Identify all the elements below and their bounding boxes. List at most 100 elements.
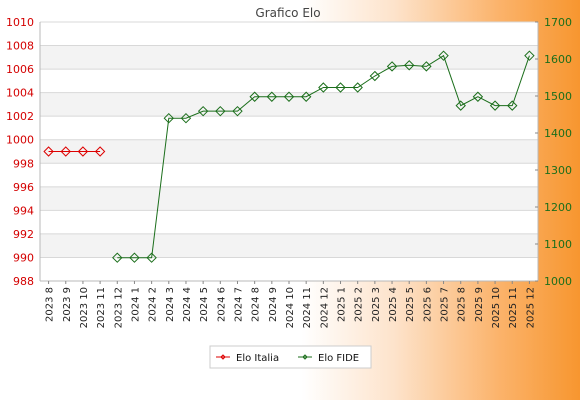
x-tick-label: 2024 3 [165,287,176,322]
data-point [455,100,466,111]
grid-band [40,116,538,140]
series-line [117,54,530,259]
right-tick-label: 1100 [544,238,572,251]
x-tick-label: 2024 12 [319,287,330,328]
x-tick-label: 2024 4 [182,287,193,322]
x-tick-label: 2023 9 [62,287,73,322]
data-point [403,60,415,71]
left-tick-label: 1004 [6,87,34,100]
x-tick-label: 2025 11 [508,287,519,328]
left-tick-label: 1002 [6,110,34,123]
left-tick-label: 1006 [6,63,34,76]
x-tick-label: 2024 10 [285,287,296,328]
left-axis-ticks: 988 990 992 994 996 998 1000 1002 1004 1006 1008 10… [6,16,34,288]
x-tick-label: 2023 11 [96,287,107,328]
left-tick-label: 1000 [6,134,34,147]
data-point [197,105,209,117]
left-tick-label: 994 [13,204,34,217]
x-tick-label: 2023 10 [79,287,90,328]
x-tick-label: 2025 9 [474,287,485,322]
grid-band [40,186,538,211]
data-point [43,146,54,157]
grid-band [40,163,538,187]
x-tick-label: 2024 7 [233,287,244,322]
grid-band [40,22,538,46]
data-point [60,146,71,157]
legend-label: Elo FIDE [318,353,359,364]
right-tick-label: 1000 [544,275,572,288]
data-point [283,91,295,102]
data-point [180,112,192,124]
x-tick-label: 2025 7 [440,287,451,322]
data-point [266,91,278,102]
data-point [386,61,398,72]
data-point [438,50,449,61]
left-tick-label: 992 [13,228,34,241]
x-tick-label: 2025 10 [491,287,502,328]
data-point [300,91,312,102]
data-point [335,82,346,93]
x-tick-label: 2025 12 [525,287,536,328]
x-tick-label: 2024 6 [216,287,227,322]
data-point [215,105,226,117]
data-point [524,50,535,61]
grid-band [40,257,538,281]
x-tick-label: 2025 4 [388,287,399,322]
x-tick-label: 2025 8 [457,287,468,322]
x-tick-label: 2025 5 [405,287,416,322]
grid-band [40,139,538,164]
right-axis-ticks: 1000 1100 1200 1300 1400 1500 1600 1700 [535,16,572,288]
x-tick-label: 2024 5 [199,287,210,322]
x-tick-label: 2025 6 [422,287,433,322]
legend-label: Elo Italia [236,353,279,364]
data-point [421,61,432,72]
grid-band [40,45,538,70]
x-tick-label: 2025 3 [371,287,382,322]
data-point [163,112,175,124]
grid-band [40,69,538,93]
data-point [507,100,518,111]
x-tick-label: 2024 1 [130,287,141,322]
right-tick-label: 1400 [544,127,572,140]
left-tick-label: 998 [13,157,34,170]
x-tick-label: 2024 2 [148,287,159,322]
x-tick-label: 2024 11 [302,287,313,328]
grid-band [40,210,538,234]
right-tick-label: 1300 [544,164,572,177]
legend-box [209,345,372,369]
data-point [249,91,260,102]
left-tick-label: 1010 [6,16,34,29]
series-elo-italia [43,146,106,157]
chart-title: Grafico Elo [255,6,320,20]
right-tick-label: 1600 [544,53,572,66]
data-point [77,146,89,157]
legend-swatch-marker [220,354,226,360]
x-tick-label: 2023 12 [113,287,124,328]
series-layer [43,50,535,263]
data-point [94,146,106,157]
grid-band [40,92,538,117]
right-tick-label: 1200 [544,201,572,214]
right-tick-label: 1500 [544,90,572,103]
x-tick-label: 2023 8 [45,287,56,322]
x-tick-label: 2025 1 [337,287,348,322]
data-point [472,91,484,102]
left-tick-label: 1008 [6,40,34,53]
left-tick-label: 990 [13,251,34,264]
data-point [146,252,157,263]
left-tick-label: 988 [13,275,34,288]
x-tick-label: 2025 2 [354,287,365,322]
plot-background [40,22,538,281]
data-point [112,252,123,263]
x-tick-label: 2024 8 [251,287,262,322]
left-tick-label: 996 [13,181,34,194]
data-point [232,105,243,117]
data-point [489,100,501,111]
series-elo-fide [112,50,535,263]
data-point [352,82,363,93]
legend: Elo Italia Elo FIDE [209,345,372,369]
x-tick-label: 2024 9 [268,287,279,322]
